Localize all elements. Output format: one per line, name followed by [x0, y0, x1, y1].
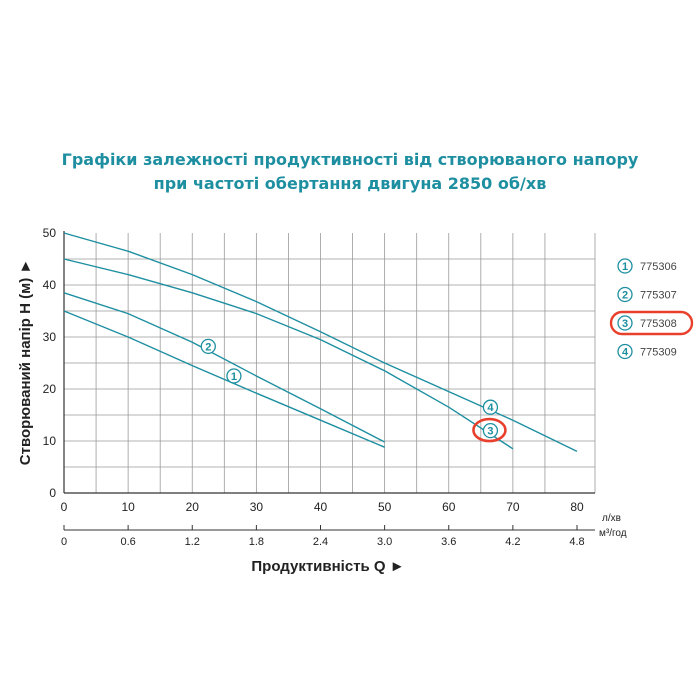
x2-tick-label: 1.8	[249, 536, 264, 548]
chart-title-line-1: Графіки залежності продуктивності від ст…	[61, 150, 639, 169]
x2-tick-label: 3.6	[441, 536, 456, 548]
curve-markers: 2 1 4 3	[200, 338, 507, 443]
legend-entry-775308: 775308	[640, 318, 677, 330]
legend-highlight-ring	[609, 310, 694, 336]
legend: 1 775306 2 775307 3 775308 4 775309	[609, 258, 694, 360]
y-tick-label: 50	[43, 226, 57, 240]
highlight-ring	[472, 417, 507, 443]
x-axis-unit-secondary: м³/год	[599, 528, 627, 539]
x2-tick-label: 3.0	[377, 536, 392, 548]
y-axis-label: Створюваний напір H (м) ►	[17, 259, 34, 465]
y-tick-label: 20	[43, 382, 57, 396]
series-line-775306	[63, 310, 385, 448]
legend-marker-label: 2	[622, 290, 628, 302]
curve-marker-2	[200, 338, 216, 355]
x-tick-label: 80	[570, 500, 584, 514]
curve-marker-1	[226, 368, 242, 384]
x2-tick-label: 4.8	[569, 536, 584, 548]
y-tick-label: 40	[43, 278, 57, 292]
curve-marker-3	[482, 422, 499, 439]
x-tick-label: 70	[506, 500, 520, 514]
series-line-775307	[63, 292, 385, 443]
legend-marker-label: 4	[622, 347, 629, 359]
legend-entry-775306: 775306	[640, 261, 677, 273]
x-tick-label: 10	[121, 500, 135, 514]
y-tick-label: 0	[49, 486, 56, 500]
chart-title-line-2: при частоті обертання двигуна 2850 об/хв	[153, 174, 547, 193]
series-line-775308	[63, 258, 514, 450]
curve-marker-label: 4	[487, 402, 494, 414]
x2-tick-label: 0.6	[120, 536, 135, 548]
x2-tick-label: 2.4	[313, 536, 328, 548]
legend-marker-1	[617, 258, 633, 274]
legend-marker-label: 3	[622, 318, 628, 330]
curve-marker-label: 1	[231, 371, 237, 383]
x-tick-label: 50	[378, 500, 392, 514]
legend-marker-3	[617, 315, 633, 331]
legend-marker-2	[617, 286, 633, 303]
x2-tick-label: 1.2	[185, 536, 200, 548]
curve-marker-label: 2	[205, 341, 211, 353]
legend-marker-4	[617, 343, 633, 360]
x-axis-label: Продуктивність Q ►	[251, 558, 404, 575]
series-lines	[63, 232, 578, 453]
y-tick-label: 10	[43, 434, 57, 448]
curve-marker-label: 3	[487, 426, 493, 438]
axes: 0 10 20 30 40 50 0 10 20 30 40 50 60 70 80 0 0.6 1.2 1.8 2.…	[43, 226, 595, 548]
legend-entry-775309: 775309	[640, 347, 677, 359]
x2-tick-label: 4.2	[505, 536, 520, 548]
curve-marker-4	[482, 399, 499, 415]
grid	[64, 233, 596, 493]
y-tick-label: 30	[43, 330, 57, 344]
x-tick-label: 40	[314, 500, 328, 514]
legend-marker-label: 1	[622, 261, 628, 273]
x-tick-label: 60	[442, 500, 456, 514]
legend-entry-775307: 775307	[640, 290, 677, 302]
x2-tick-label: 0	[61, 536, 67, 548]
x-axis-unit-primary: л/хв	[602, 513, 621, 524]
chart-title: Графіки залежності продуктивності від ст…	[0, 148, 700, 196]
x-tick-label: 0	[61, 500, 68, 514]
x-tick-label: 20	[186, 500, 200, 514]
x-tick-label: 30	[250, 500, 264, 514]
